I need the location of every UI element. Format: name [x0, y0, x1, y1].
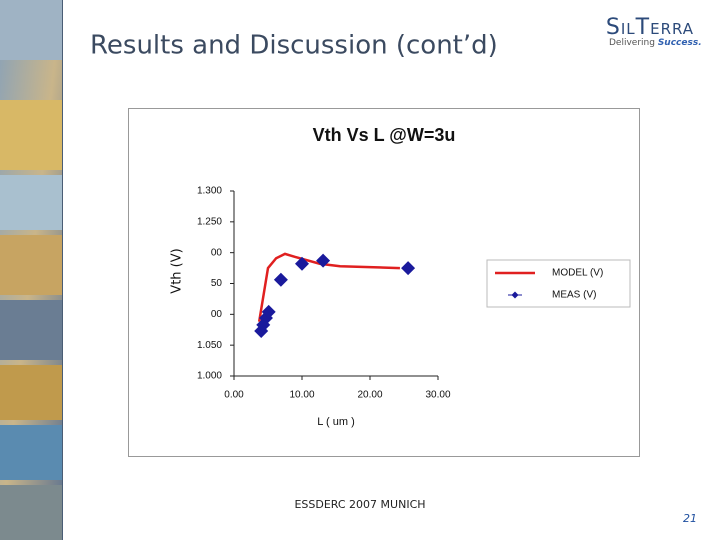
logo: SilTerra: [606, 15, 694, 40]
x-tick-label: 20.00: [357, 390, 382, 401]
x-tick-label: 10.00: [289, 390, 314, 401]
y-tick-label: 1.250: [197, 216, 222, 227]
photo-strip: [0, 0, 63, 540]
page-number: 21: [683, 512, 697, 525]
x-tick-label: 0.00: [224, 390, 244, 401]
legend-label: MEAS (V): [552, 290, 596, 301]
x-tick-label: 30.00: [425, 390, 450, 401]
y-axis-title: Vth (V): [170, 248, 185, 293]
marker: [295, 256, 309, 271]
tagline-text: Delivering: [609, 38, 655, 48]
marker: [316, 253, 331, 268]
legend-marker: [511, 291, 519, 299]
slide-title: Results and Discussion (cont’d): [90, 31, 498, 61]
logo-tagline: Delivering Success.: [609, 38, 702, 48]
model-line: [257, 252, 400, 322]
y-tick-label: 50: [211, 278, 223, 289]
marker: [401, 261, 416, 276]
footer: ESSDERC 2007 MUNICH: [294, 498, 425, 511]
y-tick-label: 1.300: [197, 186, 222, 197]
y-tick-label: 1.000: [197, 371, 222, 382]
tagline-emphasis: Success.: [658, 38, 702, 48]
legend-box: [486, 259, 631, 308]
x-axis-title: L ( um ): [317, 416, 355, 428]
y-tick-label: 00: [211, 309, 223, 320]
y-tick-label: 00: [211, 247, 223, 258]
y-tick-label: 1.050: [197, 340, 222, 351]
chart-title: Vth Vs L @W=3u: [313, 125, 456, 145]
marker: [261, 304, 276, 319]
marker: [273, 272, 288, 287]
legend-label: MODEL (V): [552, 268, 603, 279]
